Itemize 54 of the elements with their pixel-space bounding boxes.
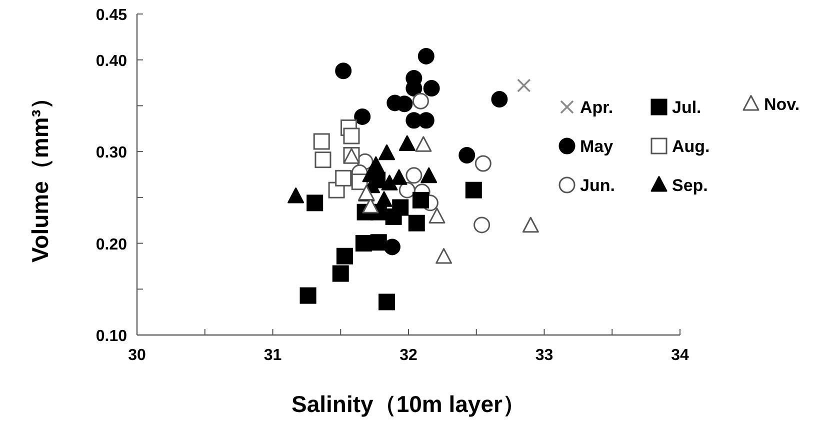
legend-label: Sep. <box>672 176 708 195</box>
point <box>335 62 352 80</box>
x-tick-label: 33 <box>535 347 554 364</box>
point <box>412 192 429 208</box>
point <box>415 136 432 152</box>
y-tick-label: 0.30 <box>96 144 128 162</box>
point <box>376 191 392 207</box>
point <box>474 216 490 234</box>
point <box>354 108 371 125</box>
point <box>428 208 446 224</box>
y-tick-label: 0.20 <box>96 236 128 254</box>
y-tick-label: 0.40 <box>96 52 128 70</box>
point <box>420 167 438 184</box>
point <box>378 144 396 160</box>
point <box>306 194 324 212</box>
legend-label: Apr. <box>580 98 614 117</box>
point <box>332 265 349 282</box>
x-tick-label: 31 <box>264 347 282 364</box>
point <box>288 188 304 204</box>
y-axis-title: Volume（mm³） <box>27 86 53 262</box>
legend-label: Jul. <box>672 98 702 117</box>
legend-label: Jun. <box>580 176 615 195</box>
point <box>384 238 400 256</box>
point <box>398 135 416 151</box>
point <box>491 91 508 108</box>
point <box>313 133 330 150</box>
point <box>314 152 332 168</box>
point <box>390 169 408 185</box>
point <box>423 80 440 97</box>
point <box>336 248 353 264</box>
point <box>408 214 425 232</box>
legend-label: Nov. <box>764 95 800 114</box>
legend-label: Aug. <box>672 137 710 156</box>
point <box>406 167 422 184</box>
point <box>412 92 429 110</box>
y-tick-label: 0.45 <box>96 7 128 24</box>
x-axis-title: Salinity（10m layer） <box>292 391 526 417</box>
legend-label: May <box>580 137 614 156</box>
point <box>458 146 476 164</box>
point <box>474 155 492 172</box>
point <box>522 216 539 233</box>
x-tick-label: 34 <box>671 347 689 364</box>
point <box>418 48 434 64</box>
y-tick-label: 0.10 <box>96 328 128 345</box>
x-tick-label: 32 <box>400 347 418 364</box>
point <box>343 128 360 144</box>
point <box>381 174 398 190</box>
point <box>300 287 316 304</box>
point <box>465 182 482 198</box>
point <box>436 248 452 264</box>
x-tick-label: 30 <box>128 347 146 364</box>
point <box>335 170 352 186</box>
point <box>378 294 396 310</box>
point <box>355 235 372 252</box>
